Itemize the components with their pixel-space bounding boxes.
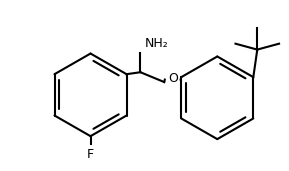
Text: O: O xyxy=(168,72,178,85)
Text: F: F xyxy=(87,148,94,161)
Text: NH₂: NH₂ xyxy=(144,37,168,50)
